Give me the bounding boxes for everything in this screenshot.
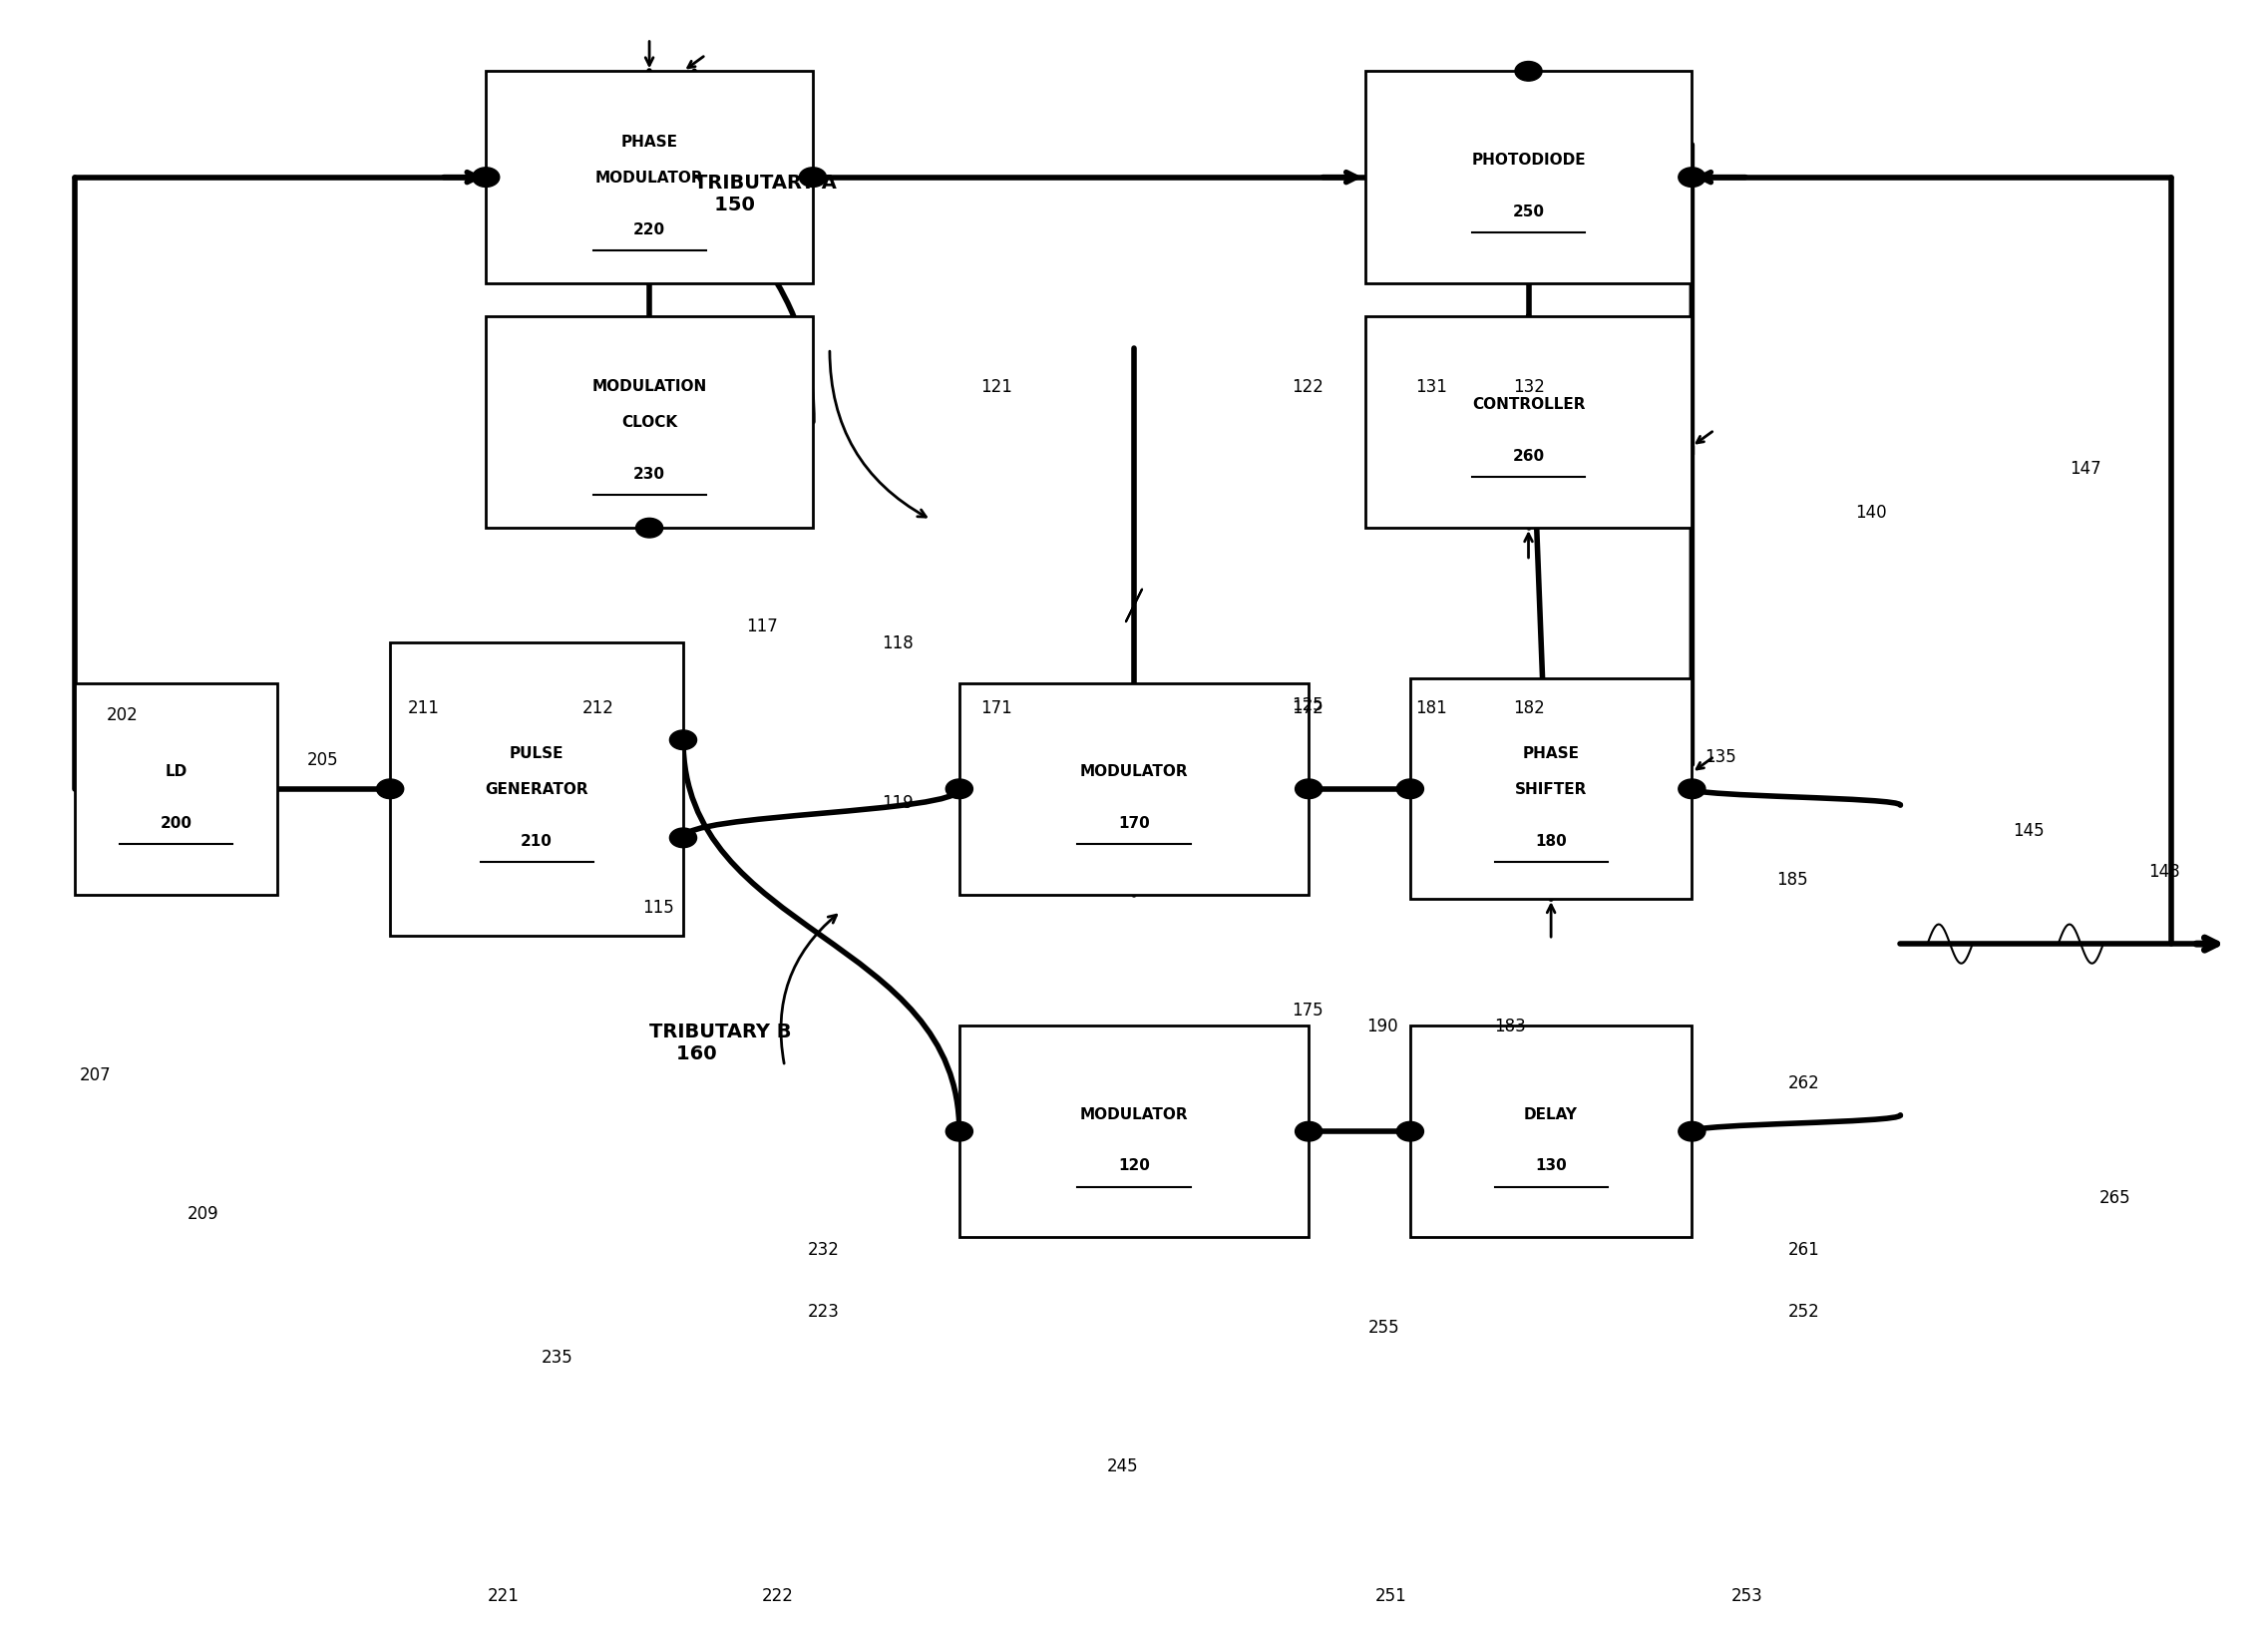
Text: 140: 140 (1855, 503, 1887, 521)
Text: 122: 122 (1293, 378, 1325, 396)
Text: GENERATOR: GENERATOR (485, 783, 587, 797)
Text: 181: 181 (1415, 699, 1447, 717)
Text: 261: 261 (1787, 1240, 1819, 1258)
Text: CLOCK: CLOCK (621, 416, 678, 431)
Circle shape (946, 779, 973, 799)
Text: 145: 145 (2014, 822, 2046, 838)
Text: MODULATOR: MODULATOR (1080, 1106, 1188, 1121)
Circle shape (669, 730, 696, 750)
Text: MODULATOR: MODULATOR (1080, 764, 1188, 779)
Text: 265: 265 (2098, 1189, 2130, 1207)
Text: 175: 175 (1293, 1001, 1322, 1018)
Text: TRIBUTARY B
    160: TRIBUTARY B 160 (649, 1021, 792, 1062)
Text: 172: 172 (1293, 699, 1325, 717)
Circle shape (1295, 1121, 1322, 1141)
Bar (1365, 317, 1692, 529)
Bar (75, 684, 277, 896)
Text: 180: 180 (1535, 834, 1567, 848)
Text: 221: 221 (488, 1586, 519, 1603)
Text: 131: 131 (1415, 378, 1447, 396)
Text: 235: 235 (542, 1348, 574, 1366)
Text: 230: 230 (633, 467, 665, 482)
Circle shape (1678, 1121, 1706, 1141)
Circle shape (635, 520, 662, 538)
Circle shape (798, 168, 826, 187)
Text: 209: 209 (188, 1205, 218, 1221)
Text: 120: 120 (1118, 1157, 1150, 1172)
Text: 223: 223 (807, 1302, 839, 1320)
Circle shape (669, 829, 696, 848)
Bar (485, 317, 812, 529)
Text: 205: 205 (306, 751, 338, 769)
Text: 200: 200 (161, 815, 193, 830)
Text: 207: 207 (79, 1065, 111, 1083)
Text: LD: LD (166, 764, 186, 779)
Text: PHASE: PHASE (1522, 746, 1579, 761)
Text: 185: 185 (1776, 870, 1808, 888)
Text: 245: 245 (1107, 1457, 1139, 1475)
Bar (485, 72, 812, 284)
Circle shape (1397, 779, 1424, 799)
Text: 212: 212 (581, 699, 615, 717)
Circle shape (946, 1121, 973, 1141)
Text: 121: 121 (980, 378, 1012, 396)
Text: 222: 222 (762, 1586, 794, 1603)
Bar (1411, 1026, 1692, 1238)
Text: 148: 148 (2148, 861, 2180, 880)
Text: 262: 262 (1787, 1074, 1819, 1092)
Text: 125: 125 (1293, 695, 1325, 713)
Text: 210: 210 (522, 834, 553, 848)
Text: 253: 253 (1730, 1586, 1762, 1603)
Text: 147: 147 (2068, 459, 2100, 477)
Text: 252: 252 (1787, 1302, 1819, 1320)
Text: 119: 119 (882, 794, 914, 812)
Text: 190: 190 (1365, 1016, 1397, 1034)
Text: PULSE: PULSE (510, 746, 565, 761)
Text: 220: 220 (633, 222, 665, 237)
Text: TRIBUTARY A
   150: TRIBUTARY A 150 (694, 174, 837, 215)
Text: 250: 250 (1513, 204, 1545, 219)
Text: 118: 118 (882, 633, 914, 651)
Text: DELAY: DELAY (1524, 1106, 1579, 1121)
Text: MODULATOR: MODULATOR (594, 171, 703, 186)
Circle shape (1678, 779, 1706, 799)
Text: 255: 255 (1368, 1318, 1399, 1337)
Text: 130: 130 (1535, 1157, 1567, 1172)
Circle shape (1295, 779, 1322, 799)
Bar (1365, 72, 1692, 284)
Text: 251: 251 (1374, 1586, 1406, 1603)
Text: CONTROLLER: CONTROLLER (1472, 398, 1585, 413)
Text: 260: 260 (1513, 449, 1545, 464)
Text: 115: 115 (642, 898, 674, 916)
Circle shape (472, 168, 499, 187)
Circle shape (1515, 62, 1542, 82)
Text: 202: 202 (107, 705, 138, 723)
Text: 183: 183 (1495, 1016, 1526, 1034)
Text: PHOTODIODE: PHOTODIODE (1472, 153, 1585, 168)
Text: 211: 211 (408, 699, 440, 717)
Text: 117: 117 (746, 618, 778, 635)
Text: 132: 132 (1513, 378, 1545, 396)
Text: MODULATION: MODULATION (592, 380, 708, 395)
Text: 135: 135 (1703, 748, 1735, 766)
Text: SHIFTER: SHIFTER (1515, 783, 1588, 797)
Text: PHASE: PHASE (621, 135, 678, 150)
Text: 182: 182 (1513, 699, 1545, 717)
Text: 232: 232 (807, 1240, 839, 1258)
Text: 171: 171 (980, 699, 1012, 717)
Circle shape (1397, 1121, 1424, 1141)
Bar (959, 684, 1309, 896)
Bar (959, 1026, 1309, 1238)
Circle shape (376, 779, 404, 799)
Circle shape (1678, 168, 1706, 187)
Bar (390, 643, 683, 935)
Text: 170: 170 (1118, 815, 1150, 830)
Bar (1411, 679, 1692, 899)
